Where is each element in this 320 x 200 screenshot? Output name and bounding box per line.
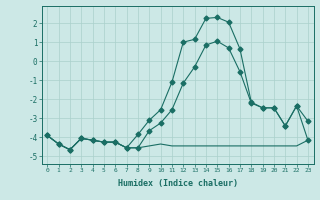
X-axis label: Humidex (Indice chaleur): Humidex (Indice chaleur) [118, 179, 237, 188]
